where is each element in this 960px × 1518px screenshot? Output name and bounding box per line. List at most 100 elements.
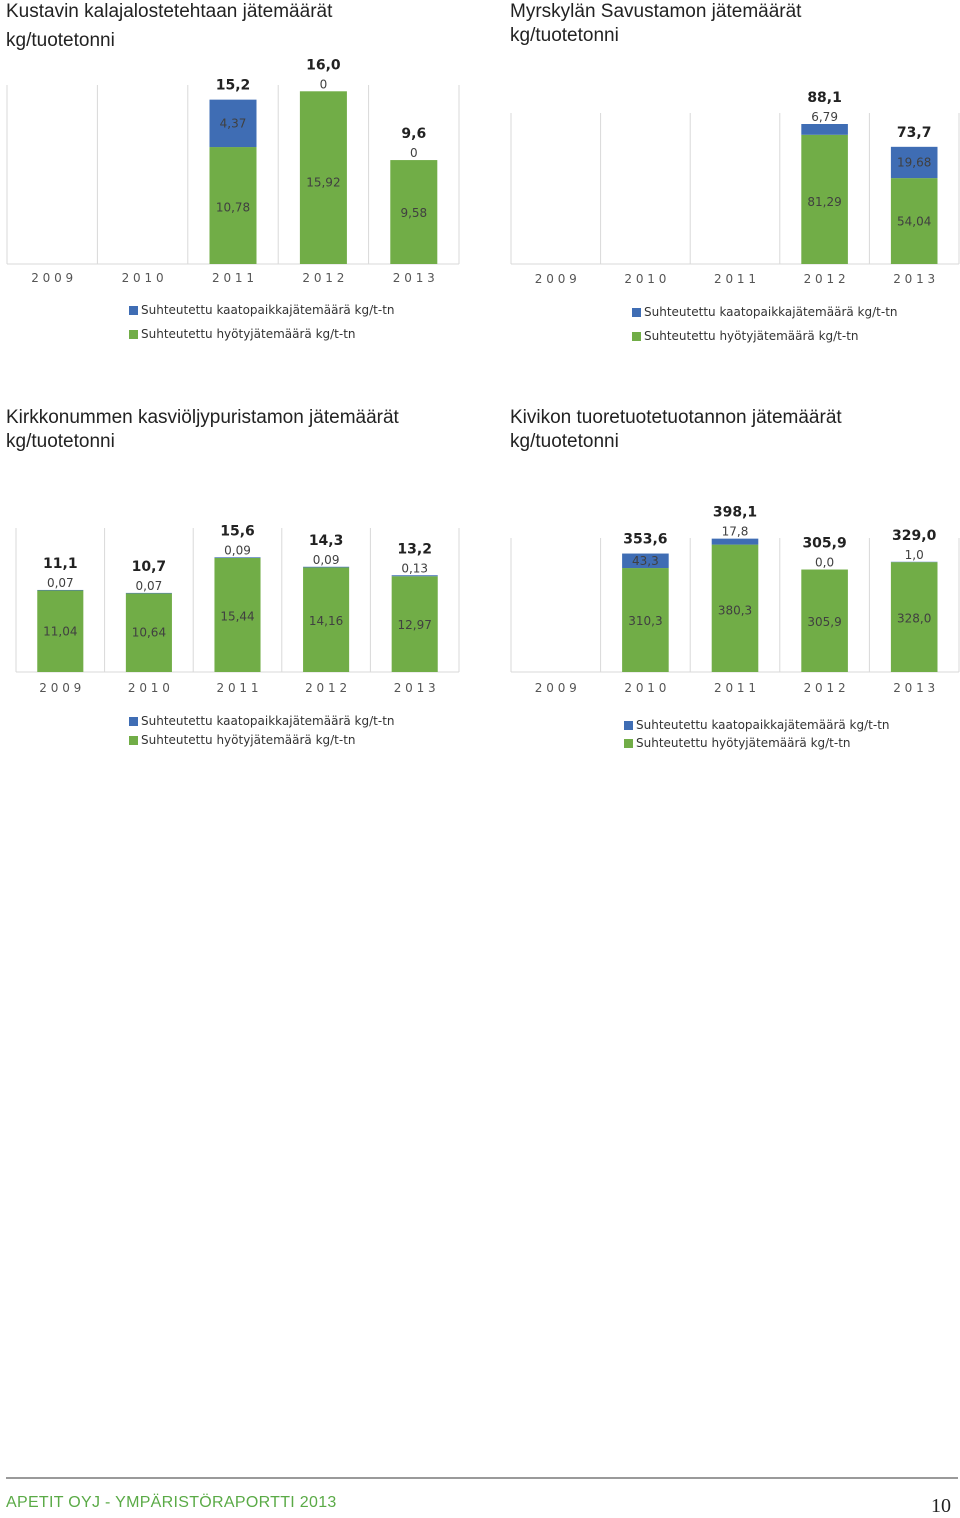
data-label-total: 15,6 bbox=[220, 523, 255, 539]
data-label-total: 16,0 bbox=[306, 57, 341, 73]
legend-label-recycle: Suhteutettu hyötyjätemäärä kg/t-tn bbox=[644, 324, 859, 348]
x-tick-label: 2 0 1 2 bbox=[804, 681, 846, 695]
legend-label-landfill: Suhteutettu kaatopaikkajätemäärä kg/t-tn bbox=[644, 300, 898, 324]
data-label-landfill: 0,07 bbox=[47, 576, 74, 590]
x-tick-label: 2 0 0 9 bbox=[31, 271, 73, 285]
bar-landfill bbox=[214, 557, 260, 558]
data-label-recycle: 12,97 bbox=[398, 618, 432, 632]
data-label-total: 305,9 bbox=[802, 536, 846, 552]
legend-swatch-landfill bbox=[624, 721, 633, 730]
footer-report-title: APETIT OYJ - YMPÄRISTÖRAPORTTI 2013 bbox=[6, 1494, 337, 1512]
chart-title-line1: Kirkkonummen kasviöljypuristamon jätemää… bbox=[6, 406, 399, 430]
x-tick-label: 2 0 1 0 bbox=[128, 681, 170, 695]
data-label-recycle: 305,9 bbox=[807, 615, 841, 629]
data-label-recycle: 15,44 bbox=[220, 610, 254, 624]
legend-item-recycle: Suhteutettu hyötyjätemäärä kg/t-tn bbox=[129, 322, 395, 346]
legend-item-landfill: Suhteutettu kaatopaikkajätemäärä kg/t-tn bbox=[632, 300, 898, 324]
chart-title-line1: Myrskylän Savustamon jätemäärät bbox=[510, 0, 801, 24]
bar-landfill bbox=[303, 567, 349, 568]
data-label-recycle: 380,3 bbox=[718, 604, 752, 618]
x-tick-label: 2 0 1 2 bbox=[302, 271, 344, 285]
data-label-landfill: 6,79 bbox=[811, 110, 838, 124]
bar-landfill bbox=[37, 590, 83, 591]
chart-title: Kustavin kalajalostetehtaan jätemäärät k… bbox=[6, 0, 332, 53]
legend-item-landfill: Suhteutettu kaatopaikkajätemäärä kg/t-tn bbox=[624, 716, 890, 734]
x-tick-label: 2 0 1 3 bbox=[893, 681, 935, 695]
legend-swatch-landfill bbox=[632, 308, 641, 317]
x-tick-label: 2 0 1 3 bbox=[393, 271, 435, 285]
data-label-landfill: 0,07 bbox=[136, 579, 163, 593]
legend-swatch-landfill bbox=[129, 306, 138, 315]
legend-label-recycle: Suhteutettu hyötyjätemäärä kg/t-tn bbox=[636, 734, 851, 752]
x-tick-label: 2 0 1 1 bbox=[217, 681, 259, 695]
bar-landfill bbox=[392, 575, 438, 576]
data-label-landfill: 4,37 bbox=[220, 116, 247, 130]
x-tick-label: 2 0 1 0 bbox=[122, 271, 164, 285]
x-tick-label: 2 0 1 2 bbox=[305, 681, 347, 695]
data-label-recycle: 54,04 bbox=[897, 214, 931, 228]
legend: Suhteutettu kaatopaikkajätemäärä kg/t-tn… bbox=[129, 712, 395, 750]
x-tick-label: 2 0 1 3 bbox=[394, 681, 436, 695]
legend: Suhteutettu kaatopaikkajätemäärä kg/t-tn… bbox=[624, 716, 890, 752]
chart-title-line2: kg/tuotetonni bbox=[510, 430, 842, 454]
data-label-landfill: 43,3 bbox=[632, 554, 659, 568]
x-tick-label: 2 0 1 2 bbox=[804, 272, 846, 286]
legend-label-recycle: Suhteutettu hyötyjätemäärä kg/t-tn bbox=[141, 322, 356, 346]
legend-item-recycle: Suhteutettu hyötyjätemäärä kg/t-tn bbox=[129, 731, 395, 750]
chart-title-line2: kg/tuotetonni bbox=[510, 24, 801, 48]
data-label-landfill: 1,0 bbox=[905, 548, 924, 562]
x-tick-label: 2 0 0 9 bbox=[535, 681, 577, 695]
x-tick-label: 2 0 1 1 bbox=[212, 271, 254, 285]
data-label-landfill: 0,09 bbox=[224, 543, 251, 557]
legend-label-recycle: Suhteutettu hyötyjätemäärä kg/t-tn bbox=[141, 731, 356, 750]
chart-title-line2: kg/tuotetonni bbox=[6, 430, 399, 454]
data-label-total: 88,1 bbox=[807, 90, 842, 106]
legend-swatch-recycle bbox=[129, 330, 138, 339]
x-tick-label: 2 0 1 0 bbox=[624, 681, 666, 695]
legend: Suhteutettu kaatopaikkajätemäärä kg/t-tn… bbox=[632, 300, 898, 348]
legend-item-landfill: Suhteutettu kaatopaikkajätemäärä kg/t-tn bbox=[129, 712, 395, 731]
data-label-landfill: 0,0 bbox=[815, 556, 834, 570]
data-label-landfill: 0 bbox=[320, 77, 328, 91]
data-label-landfill: 19,68 bbox=[897, 155, 931, 169]
data-label-recycle: 10,64 bbox=[132, 626, 166, 640]
bar-landfill bbox=[712, 539, 759, 545]
data-label-total: 9,6 bbox=[401, 126, 426, 142]
data-label-total: 15,2 bbox=[216, 78, 251, 94]
data-label-landfill: 0 bbox=[410, 146, 418, 160]
data-label-total: 11,1 bbox=[43, 556, 78, 572]
data-label-total: 329,0 bbox=[892, 528, 937, 544]
legend-swatch-landfill bbox=[129, 717, 138, 726]
data-label-recycle: 10,78 bbox=[216, 200, 250, 214]
chart-title: Kirkkonummen kasviöljypuristamon jätemää… bbox=[6, 406, 399, 454]
legend-swatch-recycle bbox=[632, 332, 641, 341]
data-label-recycle: 9,58 bbox=[400, 206, 427, 220]
legend-swatch-recycle bbox=[624, 739, 633, 748]
legend-swatch-recycle bbox=[129, 736, 138, 745]
x-tick-label: 2 0 0 9 bbox=[535, 272, 577, 286]
data-label-landfill: 0,13 bbox=[401, 561, 428, 575]
legend-item-recycle: Suhteutettu hyötyjätemäärä kg/t-tn bbox=[624, 734, 890, 752]
chart-title-line1: Kustavin kalajalostetehtaan jätemäärät bbox=[6, 0, 332, 24]
chart-title-line1: Kivikon tuoretuotetuotannon jätemäärät bbox=[510, 406, 842, 430]
x-tick-label: 2 0 1 1 bbox=[714, 272, 756, 286]
footer-divider bbox=[6, 1477, 958, 1479]
bar-landfill bbox=[126, 593, 172, 594]
data-label-total: 13,2 bbox=[397, 541, 432, 557]
chart-title-line2: kg/tuotetonni bbox=[6, 29, 332, 53]
page-number: 10 bbox=[931, 1495, 951, 1518]
data-label-total: 10,7 bbox=[132, 559, 167, 575]
x-tick-label: 2 0 1 0 bbox=[624, 272, 666, 286]
data-label-total: 353,6 bbox=[623, 532, 667, 548]
data-label-recycle: 328,0 bbox=[897, 612, 931, 626]
data-label-recycle: 11,04 bbox=[43, 624, 77, 638]
legend-item-recycle: Suhteutettu hyötyjätemäärä kg/t-tn bbox=[632, 324, 898, 348]
chart-kustavi: 2 0 0 9 2 0 1 0 2 0 1 1 10,78 4,37 15,2 2 0 1 … bbox=[6, 70, 460, 290]
chart-title: Myrskylän Savustamon jätemäärät kg/tuote… bbox=[510, 0, 801, 48]
x-tick-label: 2 0 1 1 bbox=[714, 681, 756, 695]
legend-label-landfill: Suhteutettu kaatopaikkajätemäärä kg/t-tn bbox=[636, 716, 890, 734]
data-label-total: 14,3 bbox=[309, 533, 344, 549]
